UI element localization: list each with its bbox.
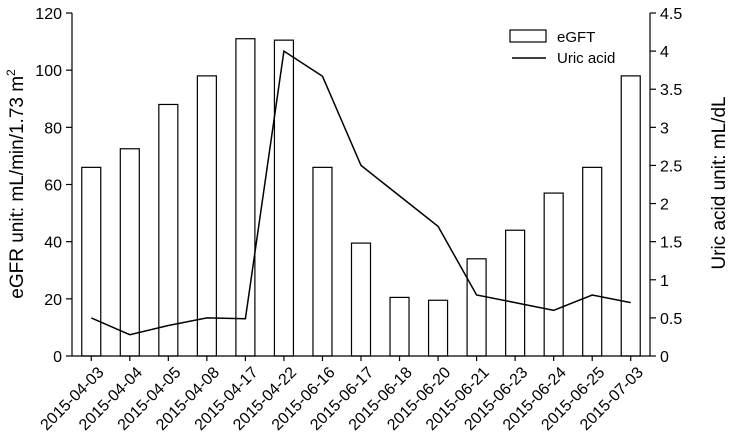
y2-tick-label-3: 1.5 (660, 235, 682, 252)
legend-label-egft: eGFT (557, 29, 595, 46)
bar-egft-7 (350, 242, 372, 357)
y2-tick-label-2: 1 (660, 273, 669, 290)
bar-egft-8 (389, 296, 410, 357)
y2-tick-label-6: 3 (660, 120, 669, 137)
bar-egft-2 (158, 103, 179, 357)
bar-egft-0 (81, 166, 102, 357)
y2-tick-label-8: 4 (660, 44, 669, 61)
y-tick-label-5: 100 (35, 63, 62, 80)
bar-egft-10 (466, 258, 487, 357)
line-layer (91, 49, 631, 336)
bar-egft-6 (312, 166, 333, 357)
bar-egft-1 (119, 148, 140, 357)
bar-egft-14 (620, 75, 641, 357)
y2-tick-label-4: 2 (660, 197, 669, 214)
y-tick-label-2: 40 (44, 235, 62, 252)
bar-egft-13 (582, 166, 603, 357)
y-tick-label-0: 0 (53, 349, 62, 366)
legend: eGFT Uric acid (509, 29, 615, 67)
y-tick-label-1: 20 (44, 292, 62, 309)
y2-axis-title: Uric acid unit: mL/dL (709, 96, 730, 269)
y2-tick-label-5: 2.5 (660, 158, 682, 175)
legend-label-uric-acid: Uric acid (557, 50, 615, 67)
line-uric-acid (91, 49, 631, 336)
y2-tick-label-0: 0 (660, 349, 669, 366)
bar-egft-11 (505, 229, 526, 357)
bars-layer (81, 38, 641, 357)
bar-egft-5 (273, 39, 295, 357)
y-axis-title: eGFR unit: mL/min/1.73 m2 (4, 69, 28, 299)
bar-egft-12 (543, 192, 564, 357)
bar-egft-4 (235, 38, 256, 357)
bar-egft-9 (427, 299, 449, 357)
y2-tick-label-9: 4.5 (660, 6, 682, 23)
y-tick-label-6: 120 (35, 6, 62, 23)
y-tick-label-3: 60 (44, 178, 62, 195)
bar-egft-3 (196, 75, 217, 357)
y-tick-label-4: 80 (44, 120, 62, 137)
y2-tick-label-1: 0.5 (660, 311, 682, 328)
y2-tick-label-7: 3.5 (660, 82, 682, 99)
legend-bar-swatch (509, 29, 547, 43)
